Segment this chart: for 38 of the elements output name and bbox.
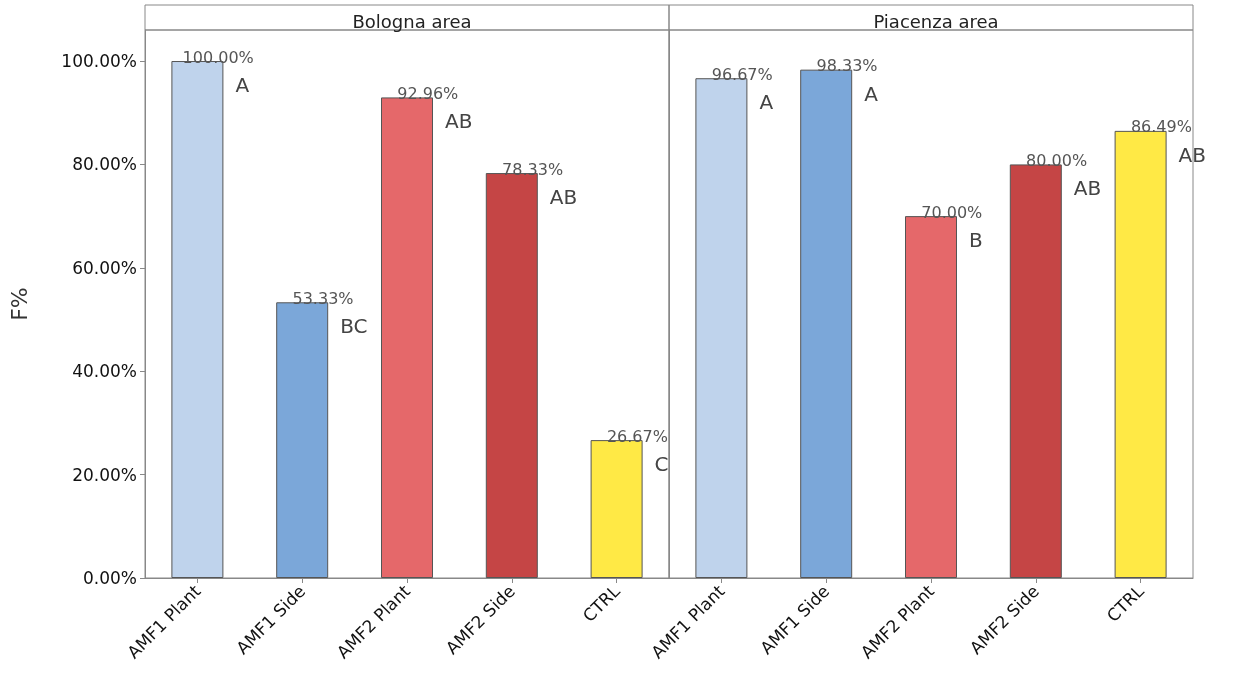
bar — [905, 216, 957, 578]
bar — [171, 61, 224, 578]
bar — [1009, 164, 1062, 578]
y-tick-label: 20.00% — [72, 464, 137, 485]
data-label: 26.67% — [606, 426, 668, 446]
annotation: A — [759, 90, 774, 115]
bar — [1114, 130, 1167, 578]
data-label: 92.96% — [397, 83, 459, 103]
y-tick-label: 80.00% — [72, 154, 137, 175]
annotation: BC — [340, 314, 368, 339]
bar — [800, 69, 853, 578]
y-tick-label: 60.00% — [72, 257, 137, 278]
annotation: C — [654, 452, 669, 477]
y-tick-label: 0.00% — [82, 568, 137, 588]
annotation: AB — [1073, 176, 1102, 201]
chart-title: Piacenza area — [873, 10, 999, 32]
bar — [695, 78, 748, 578]
annotation: A — [864, 81, 879, 106]
data-label: 86.49% — [1130, 117, 1192, 137]
annotation: B — [969, 228, 983, 253]
data-label: 80.00% — [1026, 150, 1088, 170]
bar — [276, 302, 329, 578]
bar — [381, 97, 433, 578]
data-label: 78.33% — [502, 159, 564, 179]
annotation: A — [235, 73, 250, 98]
bar — [485, 173, 538, 578]
y-tick-label: 100.00% — [61, 51, 137, 72]
data-label: 96.67% — [711, 64, 773, 84]
data-label: 98.33% — [816, 56, 878, 76]
annotation: AB — [1178, 142, 1207, 167]
annotation: AB — [549, 185, 578, 210]
data-label: 70.00% — [921, 202, 983, 222]
data-label: 53.33% — [292, 288, 354, 308]
annotation: AB — [445, 109, 473, 134]
bar — [590, 440, 643, 578]
y-tick-label: 40.00% — [72, 361, 137, 382]
chart-title: Bologna area — [352, 10, 472, 32]
y-axis-title: F% — [6, 287, 32, 321]
